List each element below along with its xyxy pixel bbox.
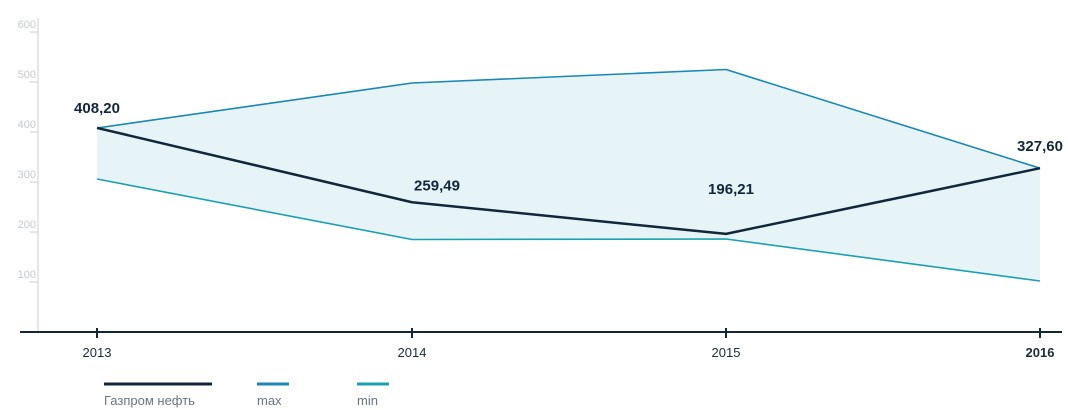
y-tick-label: 500 xyxy=(18,69,36,81)
y-tick-label: 300 xyxy=(18,169,36,181)
band-area xyxy=(97,69,1040,281)
legend-label: max xyxy=(257,393,282,408)
y-tick-label: 100 xyxy=(18,269,36,281)
series-line-max xyxy=(96,68,1041,169)
y-tick-label: 400 xyxy=(18,119,36,131)
legend-label: Газпром нефть xyxy=(104,393,195,408)
x-tick-label: 2014 xyxy=(398,345,427,360)
data-label: 408,20 xyxy=(74,100,120,117)
data-labels: 408,20 259,49 196,21 327,60 xyxy=(74,100,1063,198)
data-label: 327,60 xyxy=(1017,138,1063,155)
series-lines xyxy=(96,68,1041,282)
legend-label: min xyxy=(357,393,378,408)
legend: Газпром нефть max min xyxy=(104,382,389,408)
y-tick-label: 600 xyxy=(18,19,36,31)
x-tick-label: 2015 xyxy=(712,345,741,360)
y-tick-label: 200 xyxy=(18,219,36,231)
series-line-main xyxy=(96,126,1041,236)
x-tick-label: 2013 xyxy=(83,345,112,360)
series-line-min xyxy=(96,178,1041,282)
y-axis: 100 200 300 400 500 600 xyxy=(18,18,39,332)
data-label: 196,21 xyxy=(708,181,754,198)
x-axis: 2013 2014 2015 2016 xyxy=(20,328,1062,360)
band-fill xyxy=(97,69,1040,281)
data-label: 259,49 xyxy=(414,177,460,194)
x-tick-label: 2016 xyxy=(1026,345,1055,360)
